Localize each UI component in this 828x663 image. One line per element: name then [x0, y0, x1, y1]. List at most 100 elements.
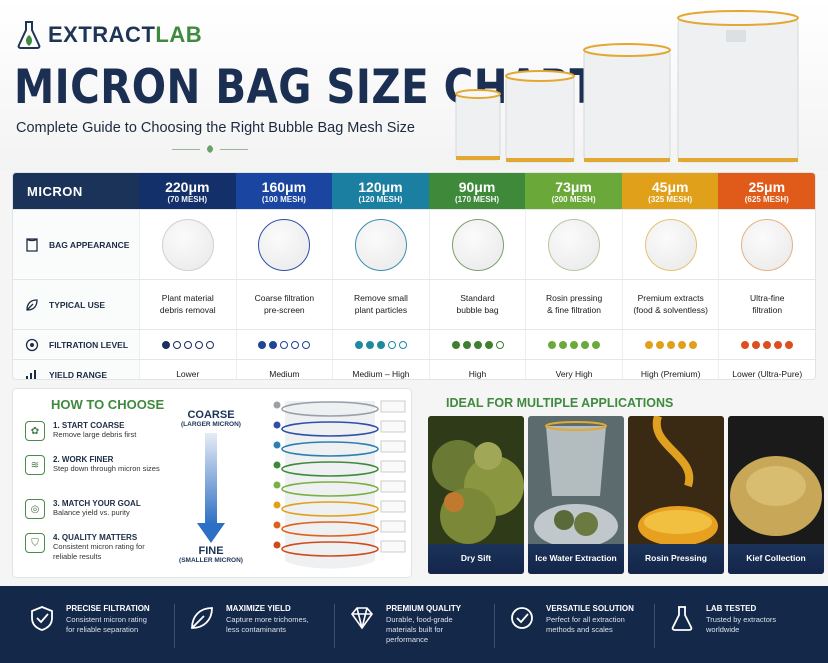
bag-tag — [380, 500, 406, 513]
filtration-level-cell — [428, 330, 526, 359]
bag-xlarge — [677, 10, 799, 163]
micron-header-1: 160μm (100 MESH) — [235, 173, 333, 209]
level-dot — [484, 340, 493, 349]
bag-ring — [281, 501, 379, 517]
typical-use-cell: Remove small plant particles — [332, 280, 429, 329]
appearance-cell — [718, 210, 815, 279]
subtitle-divider — [170, 142, 250, 156]
typical-use-cell: Plant material debris removal — [139, 280, 236, 329]
mesh-swatch — [354, 218, 407, 271]
check-circle-icon — [511, 607, 533, 629]
bag-tag — [380, 540, 406, 553]
bar-chart-icon — [26, 369, 36, 379]
bag-medium — [505, 70, 575, 163]
micron-size-table: MICRON 220μm (70 MESH) 160μm (100 MESH) 120μ… — [12, 172, 816, 380]
fine-label: FINE (SMALLER MICRON) — [179, 545, 243, 564]
level-dot — [302, 340, 311, 349]
micron-header-3: 90μm (170 MESH) — [428, 173, 526, 209]
mesh-swatch — [161, 218, 214, 271]
level-dot — [398, 340, 407, 349]
mesh-swatch — [644, 218, 697, 271]
yield-cell: Lower — [139, 360, 236, 379]
level-dot — [161, 340, 170, 349]
application-rosin: Rosin Pressing — [628, 416, 724, 574]
flask-icon — [671, 606, 693, 631]
filtration-level-cell — [525, 330, 622, 359]
level-dot — [269, 340, 278, 349]
how-to-choose-title: HOW TO CHOOSE — [51, 397, 165, 412]
level-dot — [655, 340, 664, 349]
leaf-icon — [26, 298, 38, 311]
footer-feature-4: LAB TESTED Trusted by extractors worldwid… — [668, 604, 792, 635]
filtration-level-cell — [332, 330, 429, 359]
bag-ring — [281, 421, 379, 437]
bag-tag — [380, 480, 406, 493]
typical-use-cell: Ultra-fine filtration — [718, 280, 815, 329]
step-4: ⛉ 4. QUALITY MATTERS Consistent micron ra… — [25, 533, 163, 562]
page-subtitle: Complete Guide to Choosing the Right Bub… — [16, 120, 415, 136]
leaf-icon — [191, 607, 213, 629]
bag-toggle — [273, 521, 281, 529]
appearance-cell — [525, 210, 622, 279]
bag-illustration — [455, 10, 799, 163]
bag-tag — [380, 420, 406, 433]
bag-ring — [281, 521, 379, 537]
bag-ring — [281, 481, 379, 497]
row-label-filtration: FILTRATION LEVEL — [13, 330, 139, 359]
level-dot — [548, 340, 557, 349]
header: EXTRACTLAB MICRON BAG SIZE CHART Complet… — [0, 0, 828, 170]
footer-divider — [494, 604, 495, 648]
coarse-label: COARSE (LARGER MICRON) — [181, 409, 241, 428]
level-dot — [365, 340, 374, 349]
bag-icon — [26, 237, 38, 252]
mesh-swatch — [741, 218, 794, 271]
bag-tag — [380, 460, 406, 473]
leaf-icon: ✿ — [25, 421, 45, 441]
target-icon: ◎ — [25, 499, 45, 519]
brand-logo[interactable]: EXTRACTLAB — [16, 20, 202, 50]
micron-header-4: 73μm (200 MESH) — [525, 173, 622, 209]
diamond-icon — [350, 607, 374, 630]
filtration-level-cell — [718, 330, 815, 359]
bag-ring — [281, 541, 379, 557]
row-label-appearance: BAG APPEARANCE — [13, 210, 139, 279]
level-dot — [172, 340, 181, 349]
level-dot — [194, 340, 203, 349]
bag-ring — [281, 461, 379, 477]
application-kief: Kief Collection — [728, 416, 824, 574]
bag-small — [455, 89, 501, 161]
level-dot — [570, 340, 579, 349]
shield-icon: ⛉ — [25, 533, 45, 553]
level-dot — [354, 340, 363, 349]
bag-large — [583, 43, 671, 163]
bag-toggle — [273, 401, 281, 409]
table-header-label: MICRON — [13, 173, 139, 209]
footer-bar: PRECISE FILTRATION Consistent micron rati… — [0, 586, 828, 663]
level-dot — [785, 340, 794, 349]
filter-icon — [25, 338, 39, 351]
bag-ring — [281, 441, 379, 457]
row-label-yield: YIELD RANGE — [13, 360, 139, 379]
brand-name: EXTRACTLAB — [48, 22, 203, 47]
level-dot — [592, 340, 601, 349]
mesh-swatch — [258, 218, 311, 271]
bag-stack-illustration — [273, 400, 406, 569]
bag-toggle — [273, 481, 281, 489]
footer-divider — [174, 604, 175, 648]
typical-use-cell: Rosin pressing & fine filtration — [525, 280, 622, 329]
typical-use-cell: Coarse filtration pre-screen — [235, 280, 333, 329]
footer-feature-3: VERSATILE SOLUTION Perfect for all extrac… — [508, 604, 634, 635]
footer-feature-2: PREMIUM QUALITY Durable, food-grade mater… — [348, 604, 472, 644]
footer-divider — [334, 604, 335, 648]
flask-icon — [17, 21, 41, 49]
bag-toggle — [273, 461, 281, 469]
level-dot — [644, 340, 653, 349]
level-dot — [741, 340, 750, 349]
appearance-cell — [235, 210, 333, 279]
step-2: ≋ 2. WORK FINER Step down through micron … — [25, 455, 163, 475]
level-dot — [258, 340, 267, 349]
bag-toggle — [273, 441, 281, 449]
yield-cell: Very High — [525, 360, 622, 379]
filtration-level-cell — [621, 330, 719, 359]
level-dot — [774, 340, 783, 349]
